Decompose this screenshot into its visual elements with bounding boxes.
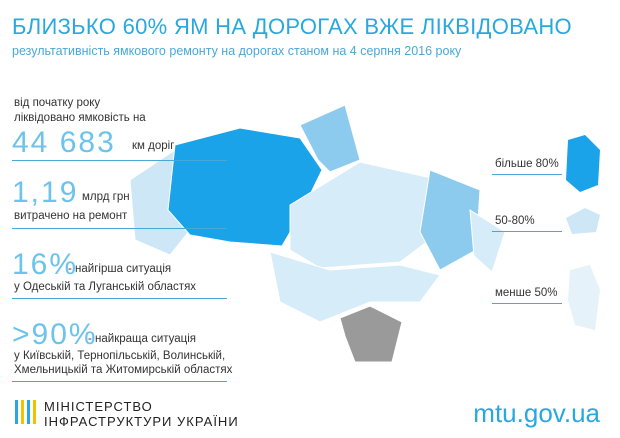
stat-unit: млрд грн	[82, 191, 130, 203]
stat-text: ліквідовано ямковість на	[14, 112, 146, 124]
stat-text: витрачено на ремонт	[14, 210, 128, 222]
stat-unit: - найгірша ситуація	[68, 263, 172, 275]
stat-number: 1,19	[12, 176, 79, 209]
rule	[12, 381, 227, 382]
legend-label: 50-80%	[495, 215, 535, 227]
logo-stripe	[33, 400, 36, 424]
crimea	[339, 305, 403, 363]
legend-label: менше 50%	[495, 287, 558, 299]
legend-swatch	[566, 208, 600, 234]
stat-text: від початку року	[14, 97, 101, 109]
logo-stripe	[27, 400, 30, 424]
subtitle: результативність ямкового ремонту на дор…	[12, 44, 462, 58]
legend-swatch	[568, 265, 600, 330]
stat-number: 44 683	[12, 126, 116, 159]
region	[289, 161, 441, 269]
ministry-name: ІНФРАСТРУКТУРИ УКРАЇНИ	[44, 414, 239, 429]
stat-number: 16%	[12, 248, 79, 281]
region	[269, 251, 441, 323]
region	[299, 104, 361, 173]
ministry-name: МІНІСТЕРСТВО	[44, 399, 153, 414]
stat-text: у Київській, Тернопільській, Волинській,	[14, 350, 226, 362]
rule	[492, 303, 562, 304]
legend-swatch	[566, 135, 600, 192]
logo-stripe	[21, 400, 24, 424]
stat-unit: - найкраща ситуація	[88, 333, 197, 345]
legend-label: більше 80%	[495, 158, 559, 170]
region	[419, 169, 481, 271]
title: БЛИЗЬКО 60% ЯМ НА ДОРОГАХ ВЖЕ ЛІКВІДОВАН…	[12, 14, 572, 39]
stat-unit: км доріг	[132, 140, 175, 152]
stat-text: Хмельницькій та Житомирській областях	[14, 364, 233, 376]
region	[469, 209, 506, 273]
rule	[12, 298, 227, 299]
rule	[12, 228, 227, 229]
logo-stripe	[15, 400, 18, 424]
rule	[492, 174, 562, 175]
stat-text: у Одеській та Луганській областях	[14, 281, 197, 293]
rule	[12, 160, 227, 161]
stat-number: >90%	[12, 318, 98, 351]
url: mtu.gov.ua	[473, 398, 600, 428]
rule	[492, 231, 562, 232]
